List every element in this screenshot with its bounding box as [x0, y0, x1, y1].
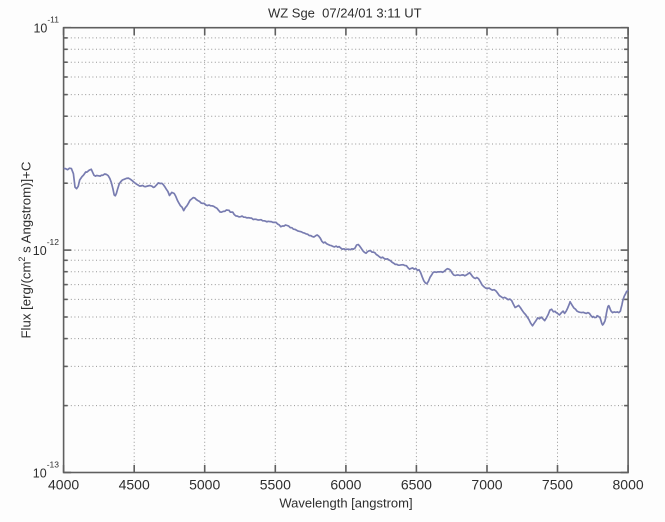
svg-text:4000: 4000: [48, 477, 79, 493]
svg-text:8000: 8000: [613, 477, 644, 493]
svg-text:10-11: 10-11: [33, 15, 59, 36]
svg-text:6000: 6000: [330, 477, 361, 493]
svg-text:6500: 6500: [401, 477, 432, 493]
svg-text:10-12: 10-12: [33, 237, 59, 258]
svg-text:WZ Sge 07/24/01 3:11 UT: WZ Sge 07/24/01 3:11 UT: [268, 6, 422, 21]
svg-text:5500: 5500: [260, 477, 291, 493]
svg-text:7500: 7500: [542, 477, 573, 493]
svg-text:7000: 7000: [471, 477, 502, 493]
svg-text:Wavelength [angstrom]: Wavelength [angstrom]: [279, 496, 412, 511]
svg-text:Flux [erg/(cm2 s Angstrom)]+C: Flux [erg/(cm2 s Angstrom)]+C: [17, 161, 34, 338]
svg-text:4500: 4500: [119, 477, 150, 493]
svg-text:5000: 5000: [189, 477, 220, 493]
